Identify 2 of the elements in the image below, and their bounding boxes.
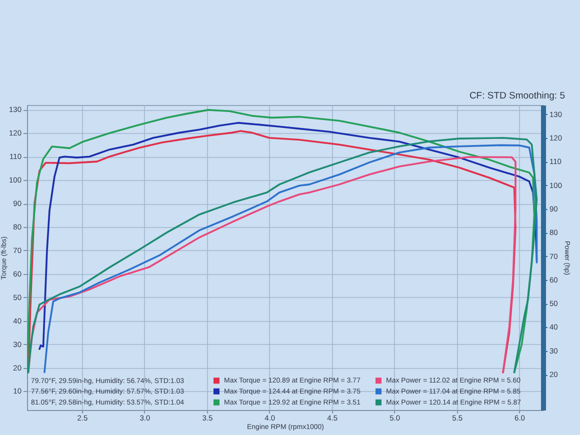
line-series	[38, 122, 538, 350]
chart-subtitle: CF: STD Smoothing: 5	[469, 90, 565, 102]
